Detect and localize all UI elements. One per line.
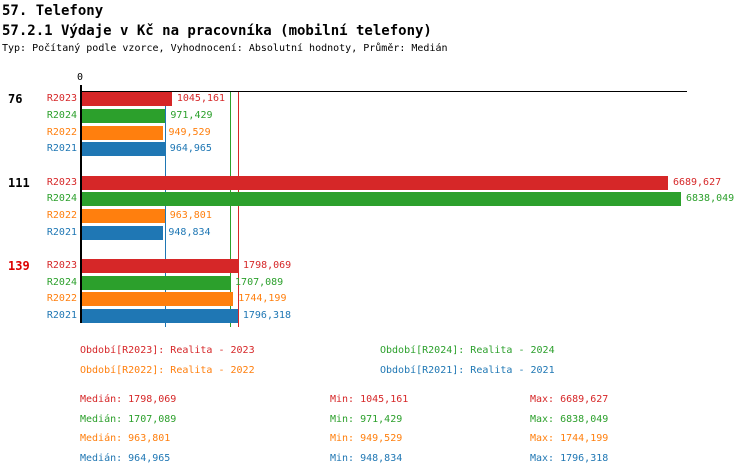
- row-label-r2023: R2023: [46, 260, 77, 272]
- legend-item-r2021: Období[R2021]: Realita - 2021: [380, 365, 555, 376]
- bar-value-label: 6838,049: [686, 193, 735, 205]
- bar-r2021: [82, 225, 164, 240]
- bar-value-label: 1045,161: [176, 93, 226, 105]
- row-label-r2022: R2022: [46, 293, 77, 305]
- legend-item-r2023: Období[R2023]: Realita - 2023: [80, 345, 255, 356]
- grouped-bar-chart: 0 76 R2023 1045,161 R2024 971,429 R2022 949,52…: [8, 72, 735, 327]
- bar-r2023: [82, 92, 172, 107]
- legend-item-r2024: Období[R2024]: Realita - 2024: [380, 345, 555, 356]
- row-label-r2024: R2024: [46, 193, 77, 205]
- stat-min: Min: 971,429: [330, 414, 403, 425]
- stat-median: Medián: 964,965: [80, 453, 171, 464]
- bar-r2021: [82, 309, 238, 324]
- x-axis-line: [80, 91, 687, 92]
- stats-row-r2023: Medián: 1798,069 Min: 1045,161 Max: 6689…: [0, 394, 750, 407]
- row-label-r2022: R2022: [46, 210, 77, 222]
- bar-r2023: [82, 175, 668, 190]
- bar-value-label: 963,801: [169, 210, 212, 222]
- median-line-r2021: [164, 92, 166, 327]
- bar-value-label: 949,529: [168, 126, 211, 138]
- stat-min: Min: 948,834: [330, 453, 403, 464]
- report-meta-line: Typ: Počítaný podle vzorce, Vyhodnocení:…: [2, 43, 448, 54]
- bar-r2024: [82, 275, 231, 290]
- group-label-139: 139: [8, 259, 30, 274]
- bar-r2021: [82, 142, 165, 157]
- y-axis-line: [80, 85, 82, 323]
- stat-min: Min: 949,529: [330, 433, 403, 444]
- median-line-r2024: [230, 92, 232, 327]
- stat-min: Min: 1045,161: [330, 394, 409, 405]
- bar-r2022: [82, 292, 234, 307]
- median-line-r2023: [238, 92, 240, 327]
- row-label-r2023: R2023: [46, 93, 77, 105]
- bar-value-label: 6689,627: [672, 176, 722, 188]
- group-label-111: 111: [8, 175, 30, 190]
- bar-value-label: 1707,089: [235, 276, 284, 288]
- bar-value-label: 971,429: [170, 110, 213, 122]
- stat-max: Max: 6838,049: [530, 414, 609, 425]
- row-label-r2024: R2024: [46, 276, 77, 288]
- row-label-r2021: R2021: [46, 226, 77, 238]
- bar-value-label: 948,834: [168, 226, 211, 238]
- group-label-76: 76: [8, 92, 23, 107]
- stat-median: Medián: 963,801: [80, 433, 171, 444]
- row-label-r2023: R2023: [46, 176, 77, 188]
- row-label-r2021: R2021: [46, 143, 77, 155]
- bar-value-label: 1796,318: [242, 310, 292, 322]
- stat-max: Max: 1796,318: [530, 453, 609, 464]
- row-label-r2021: R2021: [46, 310, 77, 322]
- stat-max: Max: 6689,627: [530, 394, 609, 405]
- bar-r2022: [82, 209, 165, 224]
- bar-r2022: [82, 125, 164, 140]
- axis-zero-label: 0: [76, 72, 84, 83]
- bar-value-label: 1744,199: [238, 293, 287, 305]
- stats-row-r2021: Medián: 964,965 Min: 948,834 Max: 1796,3…: [0, 453, 750, 466]
- legend-item-r2022: Období[R2022]: Realita - 2022: [80, 365, 255, 376]
- stats-row-r2022: Medián: 963,801 Min: 949,529 Max: 1744,1…: [0, 433, 750, 446]
- stat-median: Medián: 1798,069: [80, 394, 177, 405]
- bar-r2024: [82, 192, 681, 207]
- row-label-r2024: R2024: [46, 110, 77, 122]
- bar-r2024: [82, 109, 166, 124]
- stat-max: Max: 1744,199: [530, 433, 609, 444]
- report-subtitle: 57.2.1 Výdaje v Kč na pracovníka (mobiln…: [2, 23, 432, 39]
- stat-median: Medián: 1707,089: [80, 414, 177, 425]
- report-title: 57. Telefony: [2, 3, 104, 19]
- bar-value-label: 964,965: [169, 143, 212, 155]
- bar-value-label: 1798,069: [243, 260, 292, 272]
- row-label-r2022: R2022: [46, 126, 77, 138]
- stats-row-r2024: Medián: 1707,089 Min: 971,429 Max: 6838,…: [0, 414, 750, 427]
- bar-r2023: [82, 259, 239, 274]
